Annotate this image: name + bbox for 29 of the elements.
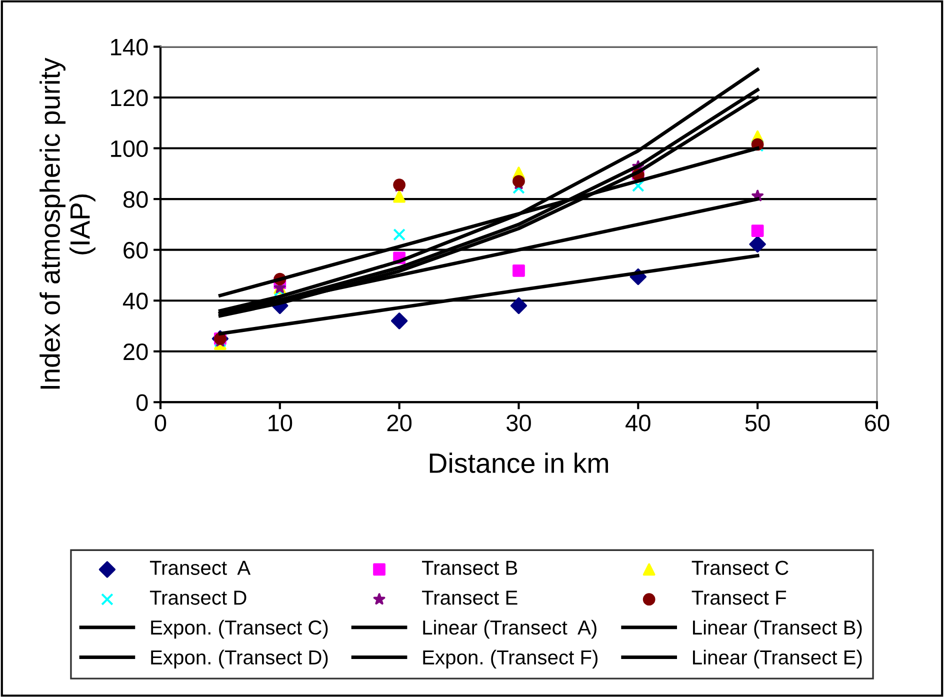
y-tick-label: 100 <box>111 140 148 158</box>
y-tick-label: 40 <box>122 292 148 310</box>
x-tick-label: 20 <box>387 414 412 432</box>
y-tick-label: 60 <box>124 242 148 259</box>
legend-label: Expon. (Transect D) <box>151 650 328 668</box>
x-tick-label: 30 <box>506 414 531 432</box>
y-tick-label: 0 <box>136 394 148 411</box>
legend-label: Linear (Transect E) <box>693 650 862 668</box>
x-tick-label: 10 <box>268 414 292 432</box>
y-tick-label: 20 <box>124 343 148 360</box>
y-axis-title: Index of atmospheric purity (IAP) <box>40 58 96 389</box>
x-tick-label: 60 <box>865 414 890 432</box>
legend-label: Transect A <box>150 560 251 575</box>
legend-label: Expon. (Transect F) <box>423 650 598 668</box>
legend-label: Linear (Transect B) <box>693 620 862 639</box>
x-axis-title: Distance in km <box>430 452 608 474</box>
legend-label: Transect D <box>150 590 246 605</box>
x-tick-label: 50 <box>745 414 770 432</box>
legend-label: Transect F <box>692 590 786 605</box>
y-tick-label: 140 <box>111 38 148 56</box>
legend-label: Transect C <box>692 560 788 575</box>
legend-label: Linear (Transect A) <box>423 620 596 639</box>
x-tick-label: 0 <box>154 414 166 432</box>
legend-label: Transect B <box>422 560 518 575</box>
y-tick-label: 120 <box>111 90 148 106</box>
x-tick-label: 40 <box>626 414 650 432</box>
legend-label: Transect E <box>422 590 518 605</box>
y-tick-label: 80 <box>123 191 148 208</box>
legend-label: Expon. (Transect C) <box>151 620 328 639</box>
